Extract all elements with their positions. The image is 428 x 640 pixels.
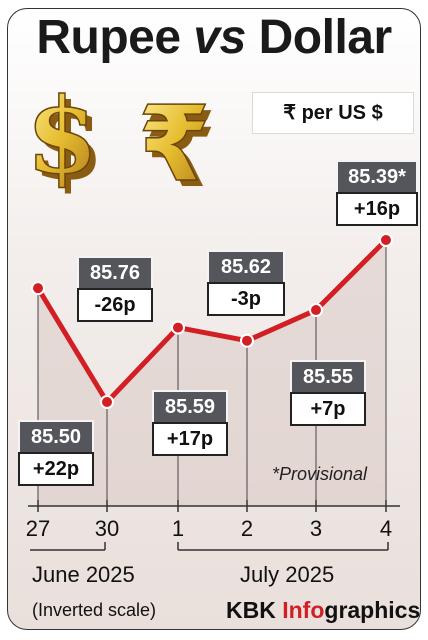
data-point [240,333,254,348]
data-point [31,281,45,296]
x-axis-ticks [37,500,387,512]
change-label: +7p [290,392,366,426]
data-label: 85.62 -3p [207,250,285,316]
data-point [309,303,323,318]
svg-text:$: $ [32,80,104,203]
x-tick-label: 3 [309,516,323,541]
x-tick-label: 27 [25,516,51,541]
inverted-scale-note: (Inverted scale) [32,600,157,620]
data-label: 85.55 +7p [290,360,366,426]
credit-brand: KBK [226,597,283,623]
change-label: +22p [18,452,94,486]
title-part-2: Dollar [258,11,393,64]
value-label: 85.55 [290,360,366,392]
data-label: 85.76 -26p [77,256,153,322]
value-label: 85.59 [152,390,228,422]
svg-text:₹: ₹ [144,89,216,211]
x-tick-label: 4 [379,516,393,541]
credit-rest: graphics [324,597,421,623]
change-label: +16p [336,192,418,226]
provisional-note: *Provisional [272,464,368,484]
month-label-june: June 2025 [32,562,135,587]
month-label-july: July 2025 [240,562,335,587]
data-point [171,320,185,335]
value-label: 85.62 [207,250,285,282]
chart-title: Rupee vs Dollar [0,10,428,65]
change-label: +17p [152,422,228,456]
data-point [379,233,393,247]
value-label: 85.76 [77,256,153,288]
gold-rupee-sign-icon: ₹ ₹ [137,82,216,211]
series-line [35,237,389,405]
svg-text:₹: ₹ [138,83,210,205]
gold-dollar-sign-icon: $ $ [25,73,104,203]
value-label: 85.50 [18,420,94,452]
svg-text:$: $ [26,74,98,197]
series-points [31,233,393,409]
x-tick-label: 2 [240,516,254,541]
area-under-line [38,240,386,506]
x-tick-label: 30 [94,516,120,541]
value-label: 85.39* [336,160,418,192]
x-tick-label: 1 [171,516,185,541]
unit-label: ₹ per US $ [252,92,414,134]
credit-text: KBK Infographics [226,597,420,624]
data-point [100,395,114,409]
change-label: -26p [77,288,153,322]
data-label: 85.39* +16p [336,160,418,226]
title-vs: vs [193,11,246,64]
data-label: 85.50 +22p [18,420,94,486]
change-label: -3p [207,282,285,316]
credit-accent: Info [282,597,325,623]
data-label: 85.59 +17p [152,390,228,456]
title-part-1: Rupee [36,11,181,64]
